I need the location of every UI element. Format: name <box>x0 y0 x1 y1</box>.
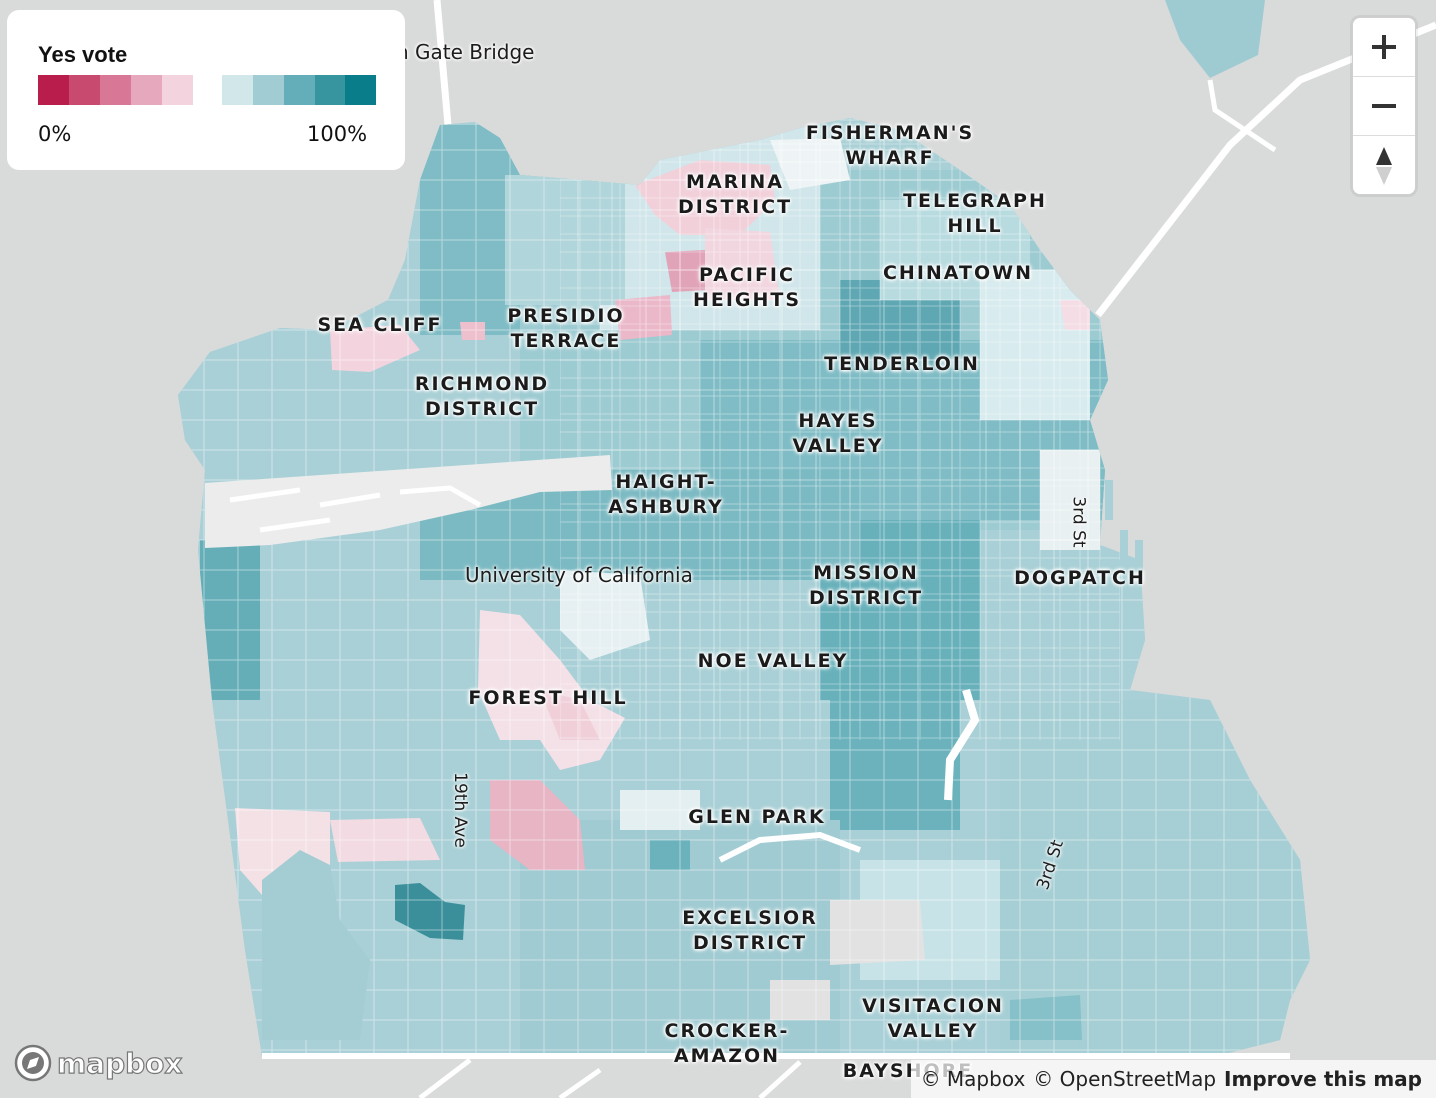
zoom-separator <box>1353 76 1415 77</box>
mapbox-logo[interactable]: mapbox <box>13 1043 183 1083</box>
neighborhood-haight-ashbury: HAIGHT- ASHBURY <box>608 471 724 518</box>
mapbox-logo-icon <box>14 1044 52 1082</box>
neighborhood-noe-valley: NOE VALLEY <box>697 650 849 672</box>
plus-icon <box>1372 35 1396 59</box>
legend-swatch-yes-1 <box>222 75 253 105</box>
legend-swatch-yes-3 <box>284 75 315 105</box>
neighborhood-fishermans-wharf: FISHERMAN'S WHARF <box>805 122 975 169</box>
neighborhood-forest-hill: FOREST HILL <box>468 687 628 709</box>
legend-swatch-no-1 <box>38 75 69 105</box>
legend: Yes vote 0% 100% <box>7 10 405 170</box>
street-19th-ave-label: 19th Ave <box>449 772 470 848</box>
legend-swatch-no-4 <box>131 75 162 105</box>
compass-separator <box>1353 135 1415 136</box>
legend-swatch-no-3 <box>100 75 131 105</box>
legend-max-label: 100% <box>307 122 368 146</box>
neighborhood-hayes-valley: HAYES VALLEY <box>792 410 884 457</box>
highway-280 <box>944 688 980 801</box>
neighborhood-richmond-district: RICHMOND DISTRICT <box>414 373 550 420</box>
neighborhood-pacific-heights: PACIFIC HEIGHTS <box>692 264 802 311</box>
legend-title: Yes vote <box>38 42 128 67</box>
lake-merced <box>262 850 370 1040</box>
neighborhood-presidio-terrace: PRESIDIO TERRACE <box>507 305 625 352</box>
attribution-mapbox-link[interactable]: © Mapbox <box>920 1067 1026 1091</box>
neighborhood-sea-cliff: SEA CLIFF <box>317 314 443 336</box>
compass-icon <box>1376 147 1392 185</box>
neighborhood-dogpatch: DOGPATCH <box>1014 567 1146 589</box>
neighborhood-chinatown: CHINATOWN <box>882 262 1034 284</box>
minus-icon <box>1372 104 1396 108</box>
neighborhood-telegraph-hill: TELEGRAPH HILL <box>903 190 1047 237</box>
legend-swatch-no-5 <box>162 75 193 105</box>
piers <box>1100 480 1143 580</box>
south-road <box>418 1058 802 1098</box>
improve-map-link[interactable]: Improve this map <box>1224 1067 1422 1091</box>
reset-bearing-button[interactable] <box>1353 136 1415 194</box>
legend-swatch-yes-2 <box>253 75 284 105</box>
legend-swatch-yes-4 <box>315 75 346 105</box>
legend-swatch-yes-5 <box>345 75 376 105</box>
street-3rd-st-north-label: 3rd St <box>1068 496 1089 548</box>
treasure-island <box>1165 0 1265 78</box>
neighborhood-marina-district: MARINA DISTRICT <box>677 171 793 218</box>
attribution-bar: © Mapbox © OpenStreetMap Improve this ma… <box>910 1060 1436 1098</box>
highway-101 <box>718 831 862 863</box>
golden-gate-bridge-label: n Gate Bridge <box>396 40 535 64</box>
map-navigation-control <box>1352 17 1416 195</box>
attribution-osm-link[interactable]: © OpenStreetMap <box>1033 1067 1217 1091</box>
zoom-out-button[interactable] <box>1353 77 1415 135</box>
neighborhood-mission-district: MISSION DISTRICT <box>808 562 924 609</box>
neighborhood-tenderloin: TENDERLOIN <box>824 353 980 375</box>
zoom-in-button[interactable] <box>1353 18 1415 76</box>
bay-bridge-road-2 <box>1207 79 1277 153</box>
neighborhood-crocker-amazon: CROCKER- AMAZON <box>664 1020 790 1067</box>
university-label: University of California <box>465 563 693 587</box>
legend-swatch-no-2 <box>69 75 100 105</box>
golden-gate-bridge-road <box>433 0 452 126</box>
neighborhood-visitacion-valley: VISITACION VALLEY <box>862 995 1004 1042</box>
legend-min-label: 0% <box>38 122 72 146</box>
neighborhood-excelsior-district: EXCELSIOR DISTRICT <box>682 907 818 954</box>
mapbox-logo-text: mapbox <box>56 1046 183 1080</box>
neighborhood-glen-park: GLEN PARK <box>688 806 826 828</box>
